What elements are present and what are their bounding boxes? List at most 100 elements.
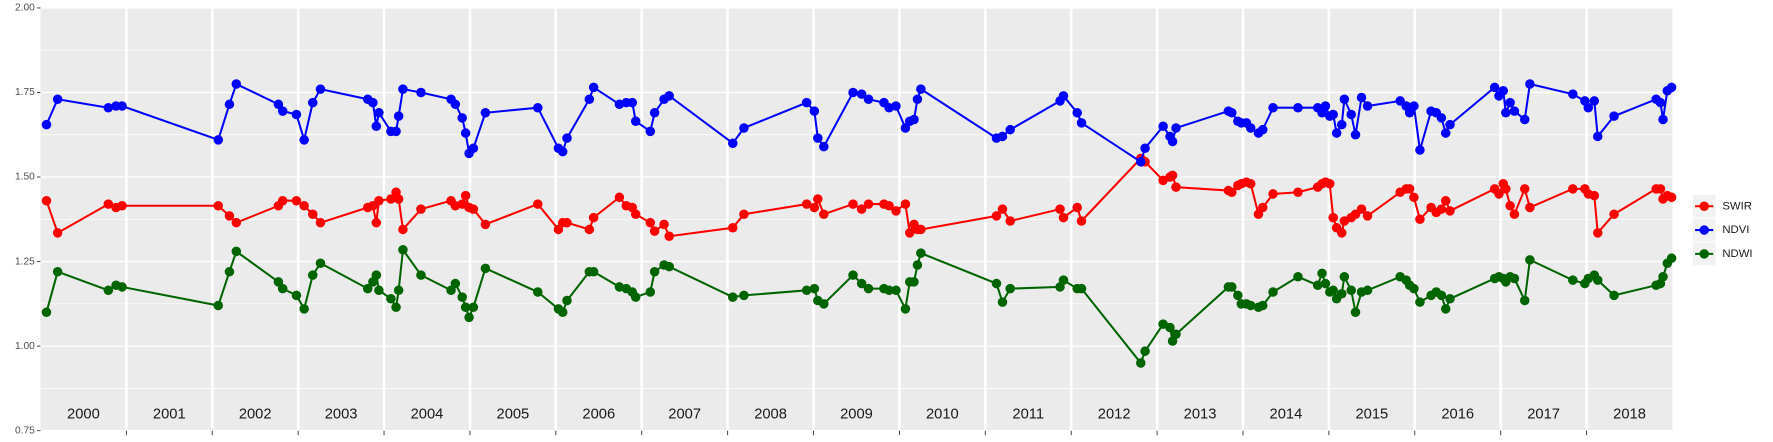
point xyxy=(664,261,674,272)
year-label: 2000 xyxy=(67,407,100,423)
point xyxy=(1666,192,1677,203)
point xyxy=(446,285,456,296)
point xyxy=(909,277,919,287)
year-label: 2004 xyxy=(411,407,444,423)
point xyxy=(649,226,660,236)
point xyxy=(1501,108,1511,118)
point xyxy=(848,87,858,98)
point xyxy=(374,108,384,118)
point xyxy=(117,282,127,292)
point xyxy=(1409,192,1419,203)
point xyxy=(645,217,656,228)
point xyxy=(1076,283,1087,294)
point xyxy=(916,248,926,258)
point xyxy=(374,195,384,206)
point xyxy=(1245,179,1256,189)
point xyxy=(819,141,829,152)
point xyxy=(739,209,749,219)
point xyxy=(460,128,471,138)
point xyxy=(1328,109,1338,120)
point xyxy=(664,91,674,101)
point xyxy=(1167,170,1178,181)
point xyxy=(557,307,568,318)
legend-point xyxy=(1699,249,1709,259)
point xyxy=(213,300,224,311)
point xyxy=(863,199,874,209)
point xyxy=(916,84,926,94)
point xyxy=(1320,101,1331,111)
point xyxy=(728,222,738,233)
year-label: 2012 xyxy=(1098,407,1131,423)
point xyxy=(630,116,641,126)
point xyxy=(1658,114,1668,125)
point xyxy=(231,246,242,257)
point xyxy=(900,199,911,209)
point xyxy=(1140,346,1150,356)
legend-label: NDVI xyxy=(1722,224,1749,236)
point xyxy=(1505,97,1515,108)
point xyxy=(1245,123,1256,133)
point xyxy=(659,219,669,230)
point xyxy=(533,199,543,209)
year-label: 2015 xyxy=(1355,407,1388,423)
point xyxy=(1415,145,1425,155)
point xyxy=(533,102,543,113)
point xyxy=(1293,272,1303,282)
point xyxy=(588,82,599,93)
year-label: 2006 xyxy=(582,407,615,423)
point xyxy=(460,302,471,312)
point xyxy=(1436,204,1447,214)
point xyxy=(1058,275,1069,285)
point xyxy=(900,304,911,314)
point xyxy=(809,283,820,294)
year-label: 2014 xyxy=(1270,407,1303,423)
point xyxy=(1589,96,1600,106)
point xyxy=(1440,128,1451,138)
point xyxy=(468,143,479,154)
y-tick-label: 1.25 xyxy=(15,256,35,267)
point xyxy=(307,270,318,280)
point xyxy=(813,194,823,204)
y-tick-label: 1.50 xyxy=(15,172,35,183)
point xyxy=(630,209,641,219)
point xyxy=(277,106,288,116)
point xyxy=(848,199,858,209)
point xyxy=(819,299,829,309)
year-label: 2017 xyxy=(1527,407,1560,423)
year-label: 2003 xyxy=(325,407,358,423)
point xyxy=(1227,108,1237,118)
point xyxy=(856,204,867,214)
point xyxy=(1337,288,1347,299)
point xyxy=(664,231,674,241)
point xyxy=(213,201,224,211)
point xyxy=(1609,111,1619,121)
point xyxy=(1445,206,1455,216)
point xyxy=(1519,114,1530,125)
point xyxy=(1293,187,1303,198)
point xyxy=(1494,189,1504,199)
point xyxy=(450,278,461,289)
point xyxy=(371,270,382,280)
point xyxy=(1328,285,1338,296)
point xyxy=(557,146,568,157)
point xyxy=(41,195,52,206)
point xyxy=(1324,179,1335,189)
point xyxy=(630,292,641,302)
point xyxy=(1592,275,1603,285)
point xyxy=(393,111,404,121)
point xyxy=(117,101,127,111)
point xyxy=(1404,108,1415,118)
point xyxy=(884,201,894,211)
point xyxy=(1505,201,1515,211)
point xyxy=(1440,195,1451,206)
point xyxy=(1440,304,1451,314)
point xyxy=(1257,124,1268,135)
point xyxy=(468,302,479,312)
point xyxy=(480,219,491,230)
point xyxy=(614,192,625,203)
point xyxy=(1415,214,1425,225)
point xyxy=(1257,202,1268,213)
legend-label: SWIR xyxy=(1722,200,1752,212)
point xyxy=(739,123,749,133)
point xyxy=(584,224,595,235)
